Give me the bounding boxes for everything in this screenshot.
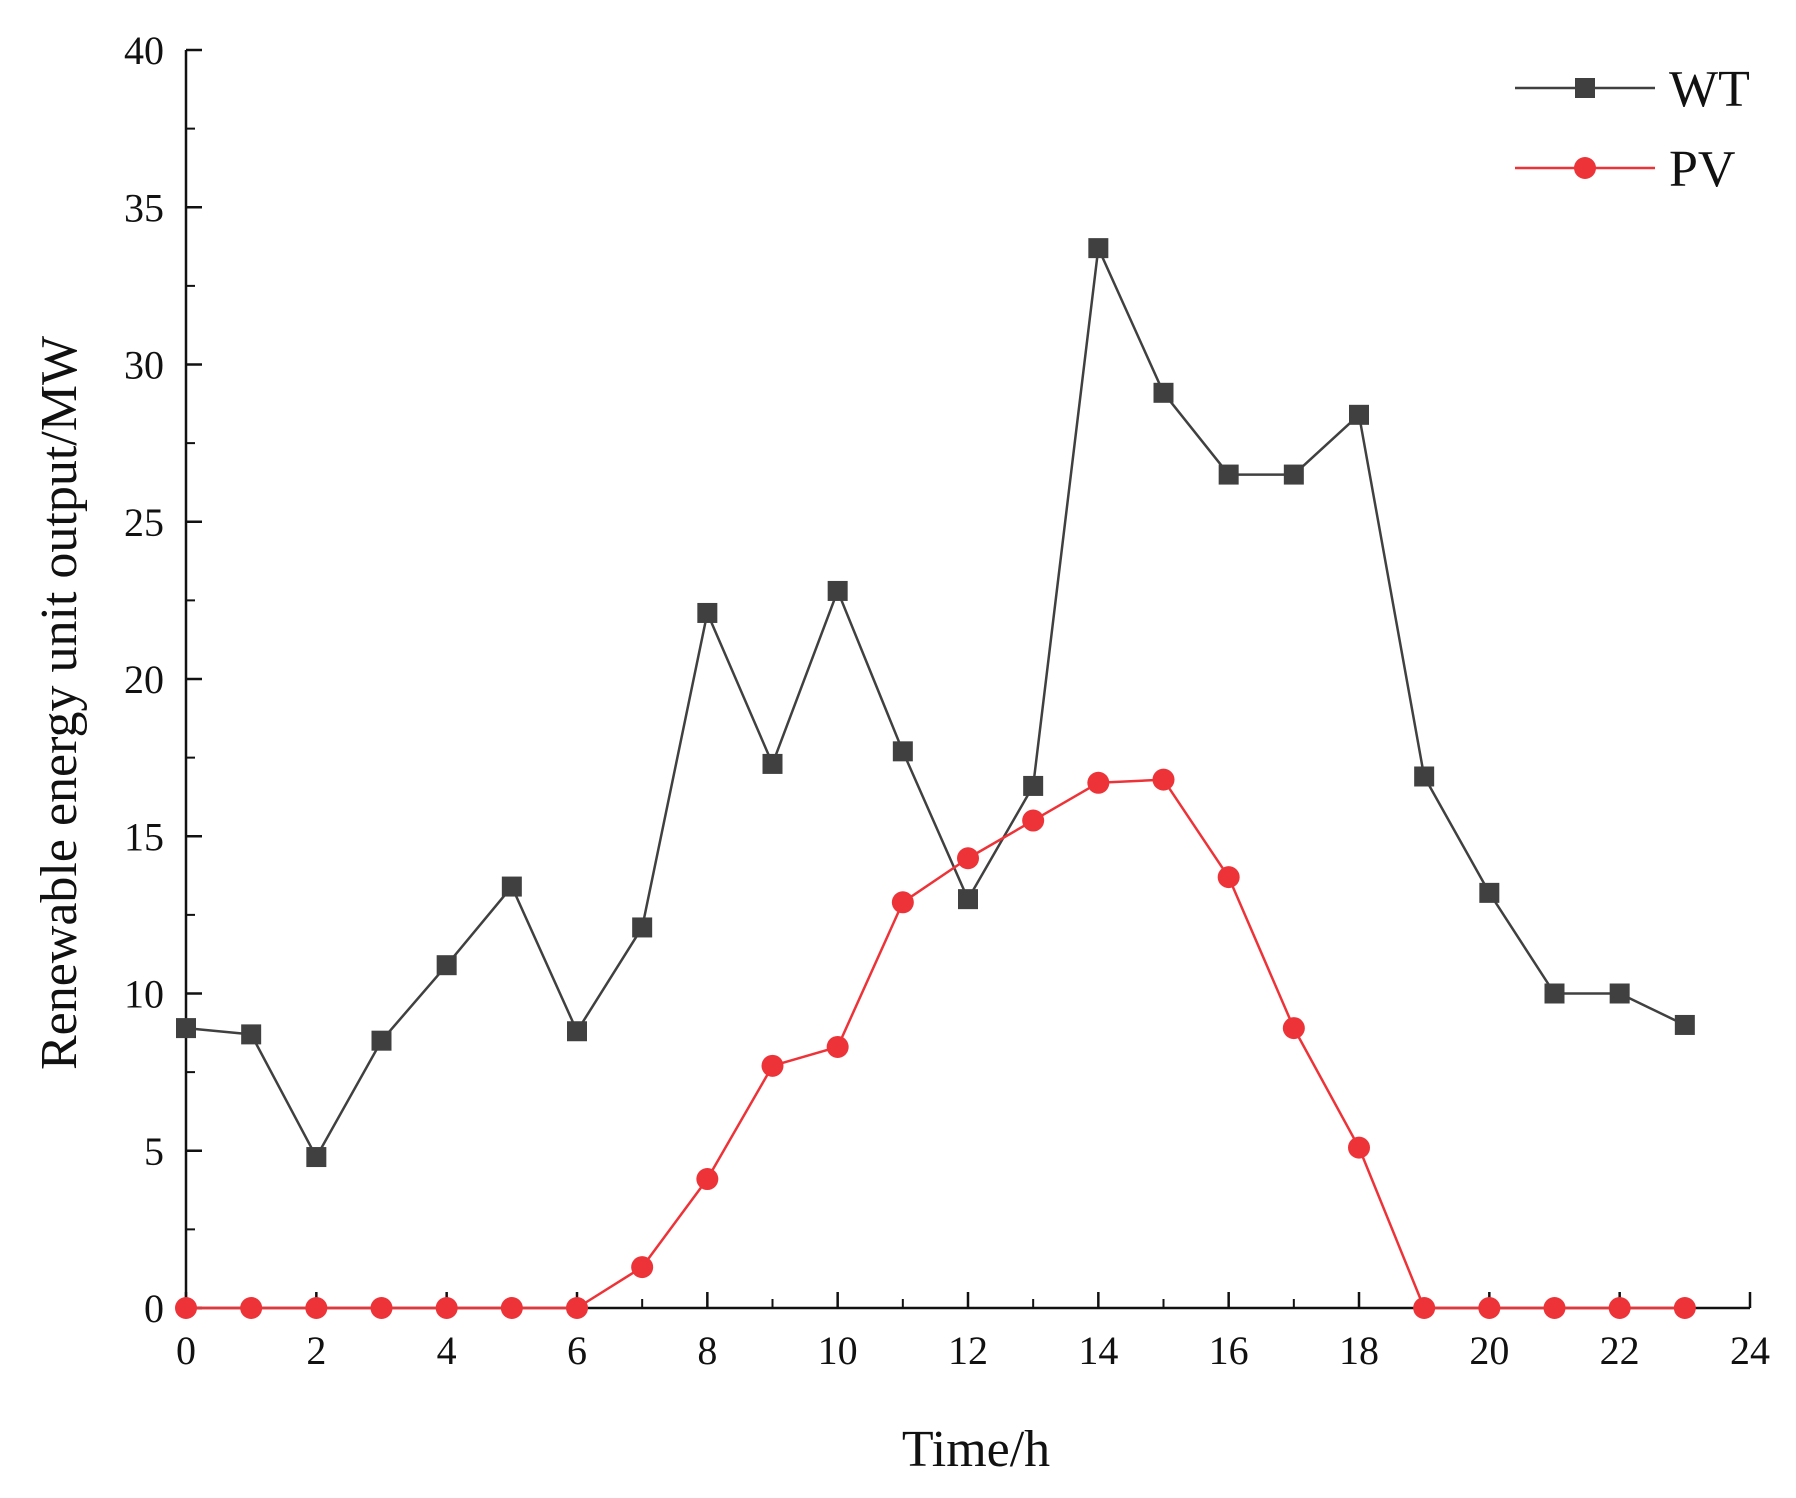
legend-marker-wt bbox=[1575, 78, 1595, 98]
data-point-wt bbox=[1023, 775, 1044, 796]
x-tick-label: 18 bbox=[1339, 1328, 1379, 1373]
x-tick-label: 14 bbox=[1078, 1328, 1118, 1373]
axes: 0 2 4 6 8 10 12 14 16 18 20 22 240510152025303540Tim… bbox=[31, 28, 1770, 1478]
series-pv bbox=[175, 768, 1696, 1319]
x-axis-title: Time/h bbox=[902, 1421, 1050, 1478]
y-tick-label: 25 bbox=[124, 500, 164, 545]
legend-item-pv: PV bbox=[1515, 141, 1735, 198]
y-tick-label: 0 bbox=[144, 1286, 164, 1331]
data-point-pv bbox=[1608, 1297, 1631, 1319]
data-point-wt bbox=[1153, 382, 1174, 403]
data-point-pv bbox=[1282, 1017, 1305, 1040]
x-tick-label: 6 bbox=[567, 1328, 587, 1373]
data-point-pv bbox=[1413, 1297, 1436, 1319]
data-point-pv bbox=[1478, 1297, 1501, 1319]
legend-marker-pv bbox=[1574, 157, 1596, 179]
data-point-wt bbox=[567, 1021, 587, 1042]
data-point-wt bbox=[1218, 464, 1239, 485]
data-point-wt bbox=[1088, 238, 1109, 259]
x-tick-label: 4 bbox=[437, 1328, 457, 1373]
data-point-pv bbox=[1152, 768, 1175, 791]
data-point-pv bbox=[370, 1297, 393, 1319]
data-point-pv bbox=[761, 1054, 784, 1077]
x-tick-label: 12 bbox=[948, 1328, 988, 1373]
data-point-wt bbox=[1414, 766, 1435, 787]
data-point-pv bbox=[566, 1297, 588, 1319]
data-point-pv bbox=[500, 1297, 523, 1319]
data-point-wt bbox=[697, 602, 718, 623]
y-tick-label: 30 bbox=[124, 343, 164, 388]
y-tick-label: 20 bbox=[124, 657, 164, 702]
legend: WT PV bbox=[1515, 61, 1750, 198]
y-tick-label: 5 bbox=[144, 1129, 164, 1174]
x-tick-label: 20 bbox=[1469, 1328, 1509, 1373]
data-point-pv bbox=[1217, 866, 1240, 889]
data-point-pv bbox=[240, 1297, 263, 1319]
data-point-wt bbox=[762, 753, 783, 774]
x-tick-label: 22 bbox=[1600, 1328, 1640, 1373]
data-point-pv bbox=[1087, 771, 1110, 794]
series-line-wt bbox=[185, 246, 1686, 1159]
series-line-pv bbox=[186, 778, 1685, 1310]
data-point-pv bbox=[1348, 1136, 1370, 1159]
data-point-wt bbox=[241, 1024, 262, 1045]
data-point-wt bbox=[827, 580, 848, 601]
x-tick-label: 0 bbox=[176, 1328, 196, 1373]
y-tick-label: 35 bbox=[124, 185, 164, 230]
data-point-wt bbox=[1609, 983, 1630, 1004]
series-wt bbox=[176, 238, 1695, 1168]
legend-label-wt: WT bbox=[1669, 61, 1750, 118]
data-point-pv bbox=[631, 1256, 654, 1279]
data-point-pv bbox=[696, 1168, 719, 1191]
data-point-wt bbox=[1674, 1014, 1695, 1035]
data-point-wt bbox=[958, 889, 978, 910]
x-tick-label: 2 bbox=[306, 1328, 326, 1373]
data-point-pv bbox=[891, 891, 914, 914]
data-point-pv bbox=[1543, 1297, 1566, 1319]
data-point-wt bbox=[632, 917, 653, 938]
legend-item-wt: WT bbox=[1515, 61, 1750, 118]
x-tick-label: 10 bbox=[818, 1328, 858, 1373]
x-tick-label: 24 bbox=[1730, 1328, 1770, 1373]
data-point-pv bbox=[826, 1035, 849, 1058]
data-point-wt bbox=[436, 955, 457, 976]
legend-label-pv: PV bbox=[1669, 141, 1735, 198]
data-point-wt bbox=[1479, 882, 1500, 903]
x-tick-label: 16 bbox=[1209, 1328, 1249, 1373]
data-point-wt bbox=[1544, 983, 1565, 1004]
y-axis-title: Renewable energy unit output/MW bbox=[31, 336, 88, 1070]
y-tick-label: 40 bbox=[124, 28, 164, 73]
data-point-wt bbox=[306, 1147, 327, 1168]
x-tick-label: 8 bbox=[697, 1328, 717, 1373]
data-point-pv bbox=[957, 847, 979, 870]
data-point-wt bbox=[176, 1018, 196, 1039]
data-point-pv bbox=[435, 1297, 458, 1319]
data-point-wt bbox=[1283, 464, 1304, 485]
y-tick-label: 10 bbox=[124, 972, 164, 1017]
data-point-pv bbox=[305, 1297, 328, 1319]
data-point-wt bbox=[1349, 404, 1369, 425]
data-point-wt bbox=[371, 1030, 392, 1051]
data-point-pv bbox=[175, 1297, 197, 1319]
data-point-pv bbox=[1022, 809, 1045, 832]
y-tick-label: 15 bbox=[124, 814, 164, 859]
data-point-pv bbox=[1673, 1297, 1696, 1319]
series-layer bbox=[175, 238, 1696, 1319]
data-point-wt bbox=[501, 876, 522, 897]
data-point-wt bbox=[892, 741, 913, 762]
